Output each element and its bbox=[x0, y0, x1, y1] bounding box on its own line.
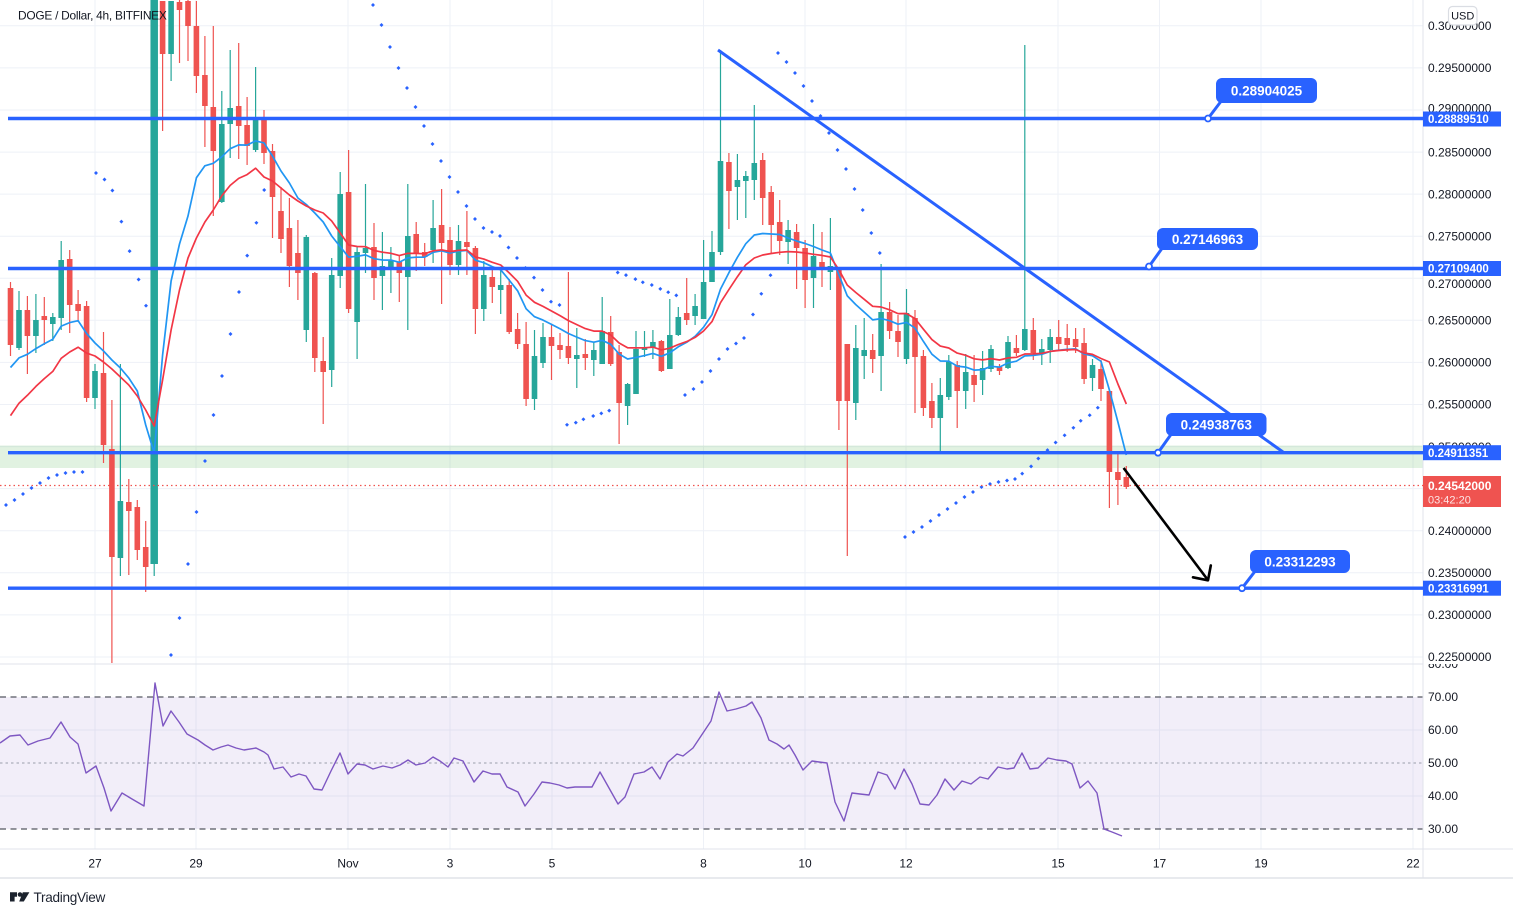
svg-text:60.00: 60.00 bbox=[1428, 723, 1458, 737]
svg-text:22: 22 bbox=[1406, 857, 1420, 871]
svg-text:0.26000000: 0.26000000 bbox=[1428, 356, 1492, 370]
svg-text:0.28904025: 0.28904025 bbox=[1231, 83, 1303, 98]
svg-text:TradingView: TradingView bbox=[34, 890, 106, 905]
svg-text:USD: USD bbox=[1451, 11, 1474, 23]
svg-text:0.28889510: 0.28889510 bbox=[1428, 114, 1489, 126]
svg-text:5: 5 bbox=[549, 857, 556, 871]
svg-text:40.00: 40.00 bbox=[1428, 789, 1458, 803]
svg-text:29: 29 bbox=[189, 857, 203, 871]
svg-text:17: 17 bbox=[1153, 857, 1167, 871]
svg-text:70.00: 70.00 bbox=[1428, 690, 1458, 704]
svg-text:10: 10 bbox=[798, 857, 812, 871]
svg-text:15: 15 bbox=[1051, 857, 1065, 871]
svg-text:0.27146963: 0.27146963 bbox=[1172, 232, 1244, 247]
svg-text:0.28000000: 0.28000000 bbox=[1428, 187, 1492, 201]
svg-text:0.24000000: 0.24000000 bbox=[1428, 524, 1492, 538]
svg-text:19: 19 bbox=[1254, 857, 1268, 871]
svg-text:0.27000000: 0.27000000 bbox=[1428, 277, 1492, 291]
svg-text:0.25500000: 0.25500000 bbox=[1428, 398, 1492, 412]
svg-text:0.22500000: 0.22500000 bbox=[1428, 650, 1492, 664]
svg-text:3: 3 bbox=[447, 857, 454, 871]
svg-text:0.23000000: 0.23000000 bbox=[1428, 608, 1492, 622]
svg-text:03:42:20: 03:42:20 bbox=[1428, 495, 1471, 507]
svg-text:0.23312293: 0.23312293 bbox=[1264, 554, 1336, 569]
svg-text:0.27500000: 0.27500000 bbox=[1428, 229, 1492, 243]
svg-text:0.28500000: 0.28500000 bbox=[1428, 145, 1492, 159]
svg-text:0.29500000: 0.29500000 bbox=[1428, 61, 1492, 75]
svg-text:0.23316991: 0.23316991 bbox=[1428, 583, 1489, 595]
svg-text:0.24911351: 0.24911351 bbox=[1428, 448, 1489, 460]
svg-text:0.24542000: 0.24542000 bbox=[1428, 479, 1492, 493]
svg-text:0.27109400: 0.27109400 bbox=[1428, 264, 1489, 276]
svg-text:27: 27 bbox=[88, 857, 102, 871]
svg-text:0.23500000: 0.23500000 bbox=[1428, 566, 1492, 580]
svg-text:0.26500000: 0.26500000 bbox=[1428, 314, 1492, 328]
svg-text:Nov: Nov bbox=[337, 857, 358, 871]
svg-text:0.24938763: 0.24938763 bbox=[1181, 417, 1253, 432]
svg-text:50.00: 50.00 bbox=[1428, 756, 1458, 770]
svg-text:8: 8 bbox=[700, 857, 707, 871]
svg-text:30.00: 30.00 bbox=[1428, 822, 1458, 836]
svg-text:80.00: 80.00 bbox=[1428, 657, 1458, 671]
svg-text:DOGE / Dollar, 4h, BITFINEX: DOGE / Dollar, 4h, BITFINEX bbox=[18, 9, 167, 23]
svg-text:12: 12 bbox=[899, 857, 913, 871]
